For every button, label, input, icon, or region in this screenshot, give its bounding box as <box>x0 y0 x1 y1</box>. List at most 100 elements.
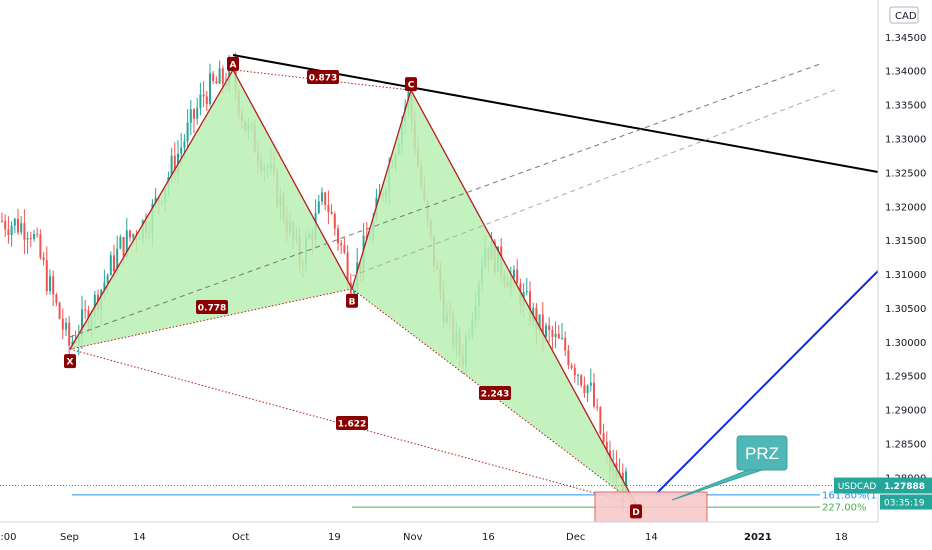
fib-level-label: 161.80%(1.2 <box>822 490 886 501</box>
candle-body <box>340 243 343 246</box>
price-tick-label: 1.30000 <box>885 338 926 349</box>
price-tags: USDCAD 1.27888 03:35:19 <box>834 477 932 510</box>
candle-body <box>567 350 570 366</box>
price-tick-label: 1.29500 <box>885 372 926 383</box>
price-tick-label: 1.32000 <box>885 202 926 213</box>
drawing-lines <box>0 54 879 523</box>
candle-body <box>317 201 320 214</box>
price-tick-label: 1.29000 <box>885 406 926 417</box>
candle-body <box>189 109 192 123</box>
ratio-badge <box>307 70 339 84</box>
candle-body <box>116 248 119 271</box>
candle-body <box>602 433 605 442</box>
candle-body <box>52 276 55 295</box>
candle-body <box>36 234 39 236</box>
candle-body <box>605 441 608 451</box>
time-tick-label: 14 <box>133 532 146 543</box>
candle-body <box>122 236 125 257</box>
candle-body <box>196 107 199 119</box>
price-tick-label: 1.31500 <box>885 236 926 247</box>
candle-body <box>39 234 42 258</box>
price-tick-label: 1.28500 <box>885 440 926 451</box>
candle-body <box>321 192 323 202</box>
candle-body <box>103 282 106 291</box>
candle-body <box>132 234 135 238</box>
price-tick-label: 1.34500 <box>885 33 926 44</box>
candle-body <box>541 314 544 337</box>
price-axis: 1.34500 1.34000 1.33500 1.33000 1.32500 1.320… <box>877 0 932 550</box>
countdown-label: 03:35:19 <box>884 499 925 509</box>
symbol-tag-label: USDCAD <box>838 482 877 492</box>
pattern-point-c-label: C <box>408 81 415 91</box>
time-tick-label: Nov <box>403 532 423 543</box>
candle-body <box>218 68 221 84</box>
candle-body <box>81 309 83 337</box>
candle-body <box>65 322 67 330</box>
ratio-badge <box>196 300 228 314</box>
candle-body <box>17 218 19 233</box>
prz-callout-pointer <box>671 469 763 501</box>
time-tick-label: Sep <box>60 532 79 543</box>
prz-callout-label: PRZ <box>745 444 779 463</box>
pattern-point-x-marker <box>64 354 76 369</box>
candle-body <box>119 236 122 249</box>
pattern-leg-xa <box>69 69 234 350</box>
trendline <box>232 54 879 173</box>
candle-body <box>573 367 576 376</box>
candle-body <box>548 325 551 331</box>
time-tick-label: 16 <box>482 532 495 543</box>
time-axis-bg <box>0 522 932 550</box>
time-tick-label: 0:00 <box>0 532 16 543</box>
ratio-connector-xb <box>69 288 353 350</box>
candle-body <box>221 68 224 84</box>
candle-body <box>58 302 61 319</box>
candle-body <box>324 192 327 206</box>
candle-body <box>551 330 554 338</box>
candle-body <box>13 218 16 226</box>
countdown-tag <box>880 494 932 510</box>
candle-body <box>561 337 563 339</box>
pattern-point-c-marker <box>405 77 417 92</box>
harmonic-pattern <box>69 69 637 505</box>
candle-body <box>193 109 195 119</box>
candle-body <box>580 375 583 386</box>
candle-body <box>593 382 595 407</box>
currency-label: CAD <box>895 11 917 22</box>
channel-line-upper <box>69 63 821 338</box>
pattern-point-a-label: A <box>230 60 237 70</box>
last-price-tag <box>880 477 932 494</box>
pattern-leg-ab <box>232 69 353 290</box>
candle-body <box>529 291 531 322</box>
candle-body <box>625 471 627 496</box>
pattern-leg-cd <box>410 89 637 505</box>
candle-body <box>353 288 355 293</box>
candle-body <box>173 155 176 173</box>
pattern-point-d-marker <box>630 504 642 519</box>
projection-line <box>655 270 879 495</box>
candle-body <box>20 223 23 233</box>
candle-body <box>23 223 26 240</box>
candle-body <box>545 325 547 337</box>
time-tick-label: 19 <box>328 532 341 543</box>
ratio-label: 1.622 <box>338 420 366 430</box>
price-tick-label: 1.34000 <box>885 67 926 78</box>
candle-body <box>564 337 567 351</box>
price-tick-label: 1.32500 <box>885 168 926 179</box>
candle-body <box>209 73 211 105</box>
candle-body <box>554 333 557 338</box>
candle-body <box>10 225 13 236</box>
pattern-point-d-label: D <box>632 508 639 518</box>
candle-body <box>68 322 71 346</box>
bcd-triangle <box>352 90 636 505</box>
candle-body <box>26 238 29 240</box>
candle-body <box>55 294 58 303</box>
candle-body <box>570 365 573 368</box>
time-tick-label: Dec <box>566 532 585 543</box>
candle-body <box>125 230 128 257</box>
candle-body <box>61 318 64 330</box>
candle-body <box>586 385 589 394</box>
candle-body <box>343 245 346 253</box>
symbol-tag <box>834 477 880 494</box>
